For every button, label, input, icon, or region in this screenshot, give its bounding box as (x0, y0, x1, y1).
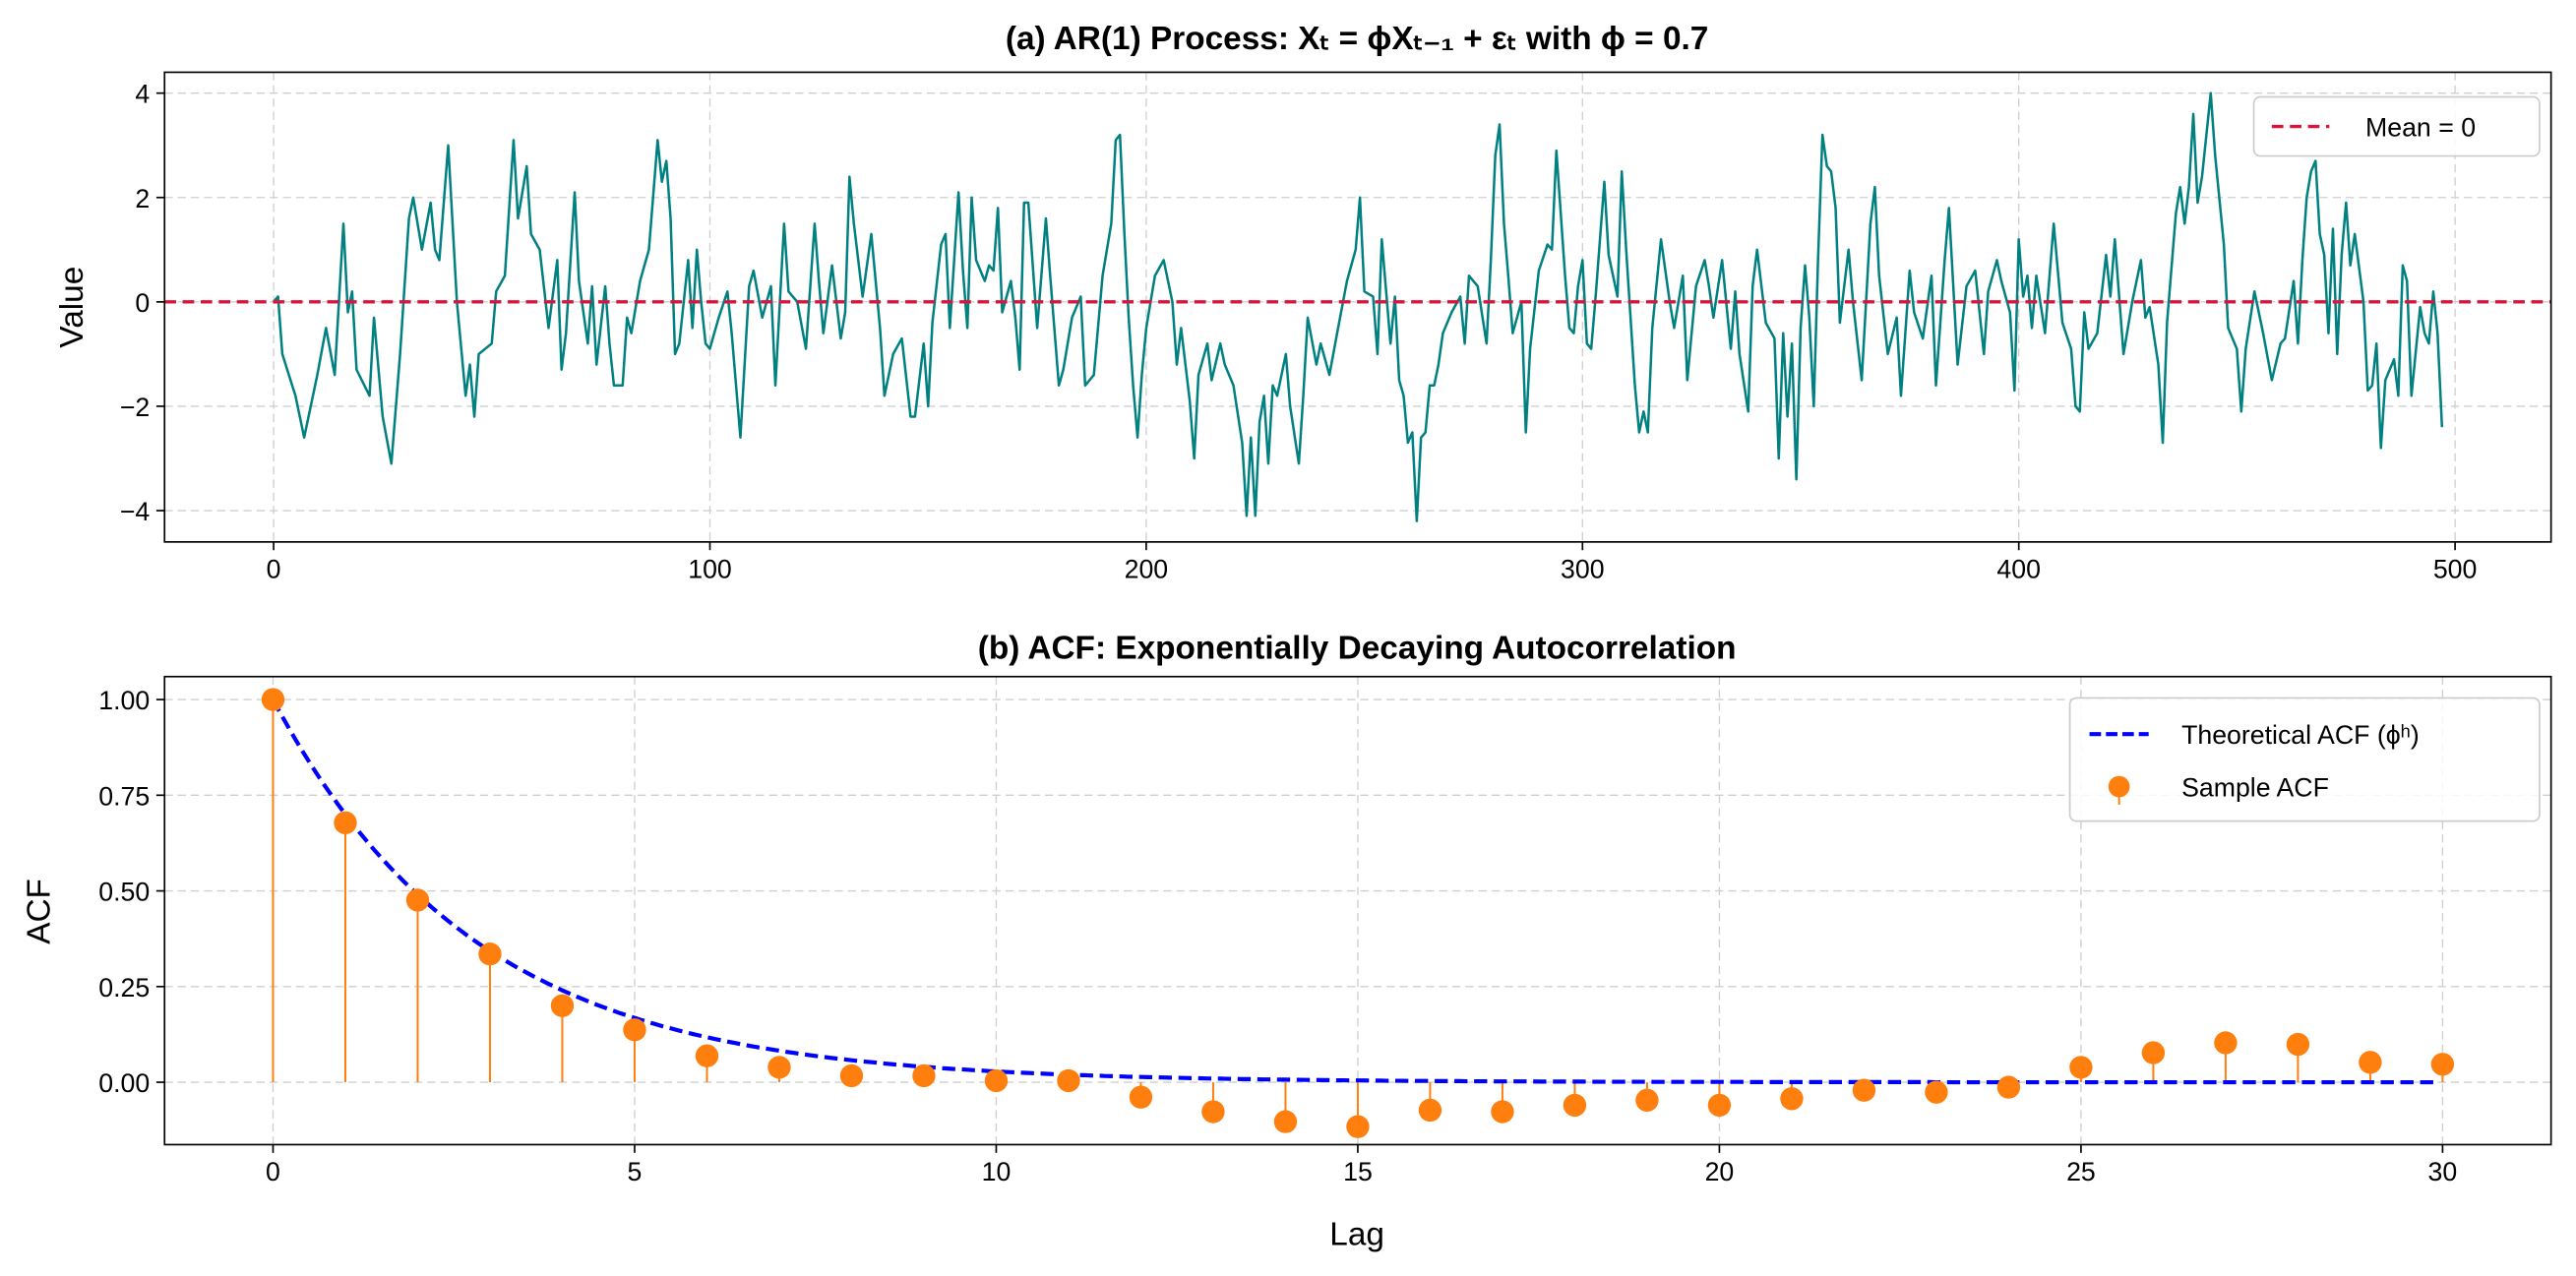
legend-sample-label: Sample ACF (2181, 773, 2329, 803)
legend-mean-label: Mean = 0 (2365, 113, 2476, 143)
sample-acf-point (405, 888, 430, 912)
panel-b-frame (163, 675, 2552, 1146)
sample-acf-point (1129, 1085, 1153, 1109)
sample-acf-point (839, 1063, 864, 1088)
sample-acf-point (2069, 1056, 2093, 1079)
panel-b-ytick-label: 0.25 (98, 973, 150, 1003)
sample-acf-point (1491, 1100, 1514, 1124)
sample-acf-point (2359, 1051, 2382, 1074)
panel-b-ytick-label: 0.50 (98, 878, 150, 907)
sample-acf-point (1852, 1078, 1876, 1102)
sample-acf-point (1925, 1080, 1948, 1104)
sample-acf-point (1780, 1087, 1804, 1111)
sample-acf-point (767, 1056, 791, 1079)
panel-b-xtick-label: 25 (2066, 1157, 2096, 1186)
panel-b-ytick-label: 0.00 (98, 1068, 150, 1098)
ar1-series-line (273, 91, 2444, 522)
panel-a-xtick-label: 0 (267, 555, 281, 584)
theoretical-acf-line (271, 699, 2436, 1085)
sample-acf-point (912, 1063, 936, 1088)
sample-acf-point (478, 942, 502, 966)
sample-acf-point (623, 1018, 646, 1042)
panel-b-xtick-label: 0 (266, 1157, 280, 1186)
sample-acf-point (984, 1068, 1009, 1093)
sample-acf-point (1996, 1075, 2021, 1099)
sample-acf-point (1057, 1068, 1080, 1093)
sample-acf-point (1707, 1093, 1732, 1118)
panel-a-legend: Mean = 0 (2252, 95, 2541, 157)
sample-acf-point (2214, 1031, 2238, 1055)
legend-box (2068, 697, 2541, 822)
sample-acf-point (2430, 1053, 2455, 1076)
panel-b-xtick-label: 5 (628, 1157, 643, 1186)
panel-a-xtick-label: 200 (1125, 555, 1169, 584)
panel-b-xtick-label: 30 (2428, 1157, 2458, 1186)
sample-acf-point (334, 811, 357, 835)
sample-acf-point (261, 688, 285, 711)
sample-acf-point (1635, 1088, 1659, 1113)
panel-b-ticks: 0 5 10 15 20 25 30 0.00 0.25 0.50 0.75 1.00 (98, 686, 2457, 1186)
panel-a-title: (a) AR(1) Process: Xₜ = ϕXₜ₋₁ + εₜ with … (1006, 21, 1708, 57)
panel-b-title: (b) ACF: Exponentially Decaying Autocorr… (978, 630, 1737, 666)
legend-theoretical-label: Theoretical ACF (ϕʰ) (2181, 720, 2420, 750)
panel-b-ytick-label: 0.75 (98, 781, 150, 811)
sample-acf-point (1418, 1098, 1442, 1123)
panel-a-ytick-label: −2 (120, 393, 150, 422)
panel-b-xtick-label: 20 (1705, 1157, 1735, 1186)
legend-sample-marker (2108, 775, 2130, 798)
sample-acf-point (1273, 1110, 1298, 1133)
sample-acf-point (1201, 1100, 1225, 1124)
panel-a-ticks: 0 100 200 300 400 500 −4 −2 0 2 4 (120, 80, 2478, 584)
panel-b-ylabel: ACF (21, 879, 57, 944)
panel-b-xlabel: Lag (1329, 1216, 1384, 1252)
panel-b-xtick-label: 15 (1343, 1157, 1373, 1186)
panel-a-ylabel: Value (54, 267, 91, 348)
panel-a-xtick-label: 100 (688, 555, 732, 584)
legend-box (2252, 95, 2541, 157)
sample-acf-point (2141, 1041, 2166, 1064)
panel-a-xtick-label: 500 (2433, 555, 2478, 584)
panel-b-xtick-label: 10 (982, 1157, 1012, 1186)
panel-a-marks (164, 91, 2551, 522)
panel-a-ar1-process: (a) AR(1) Process: Xₜ = ϕXₜ₋₁ + εₜ with … (54, 21, 2552, 584)
panel-a-ytick-label: −4 (120, 497, 151, 526)
panel-a-ytick-label: 0 (135, 288, 150, 318)
panel-a-frame (163, 71, 2552, 543)
panel-b-acf: (b) ACF: Exponentially Decaying Autocorr… (21, 630, 2552, 1252)
panel-b-ytick-label: 1.00 (98, 686, 150, 715)
panel-b-legend: Theoretical ACF (ϕʰ) Sample ACF (2068, 697, 2541, 822)
panel-a-xtick-label: 400 (1996, 555, 2041, 584)
panel-a-xtick-label: 300 (1561, 555, 1605, 584)
sample-acf-point (550, 994, 575, 1017)
panel-a-ytick-label: 2 (135, 184, 150, 213)
panel-b-marks (261, 688, 2455, 1138)
sample-acf-point (1563, 1093, 1587, 1118)
sample-acf-point (1346, 1115, 1370, 1138)
sample-acf-point (2286, 1032, 2310, 1057)
panel-a-ytick-label: 4 (135, 80, 150, 109)
sample-acf-point (695, 1044, 719, 1067)
